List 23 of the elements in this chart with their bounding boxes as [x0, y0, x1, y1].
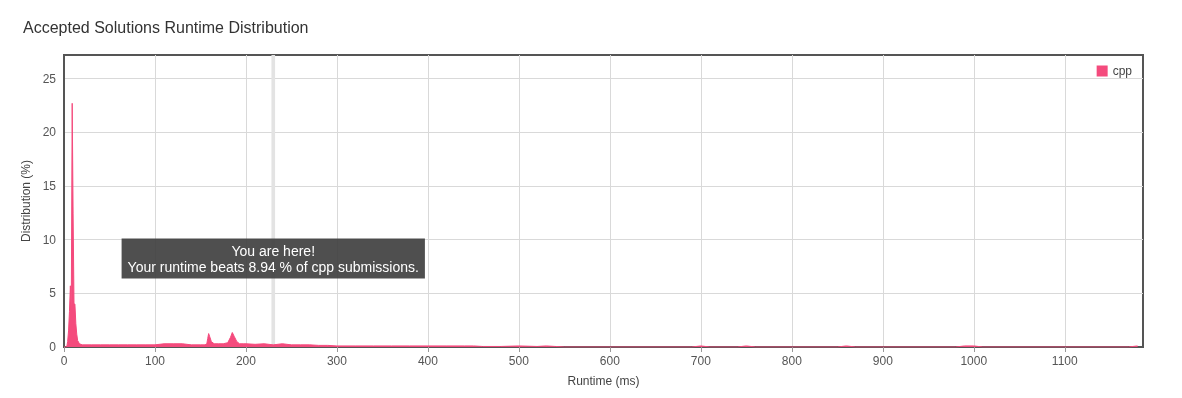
x-tick-label: 900	[872, 354, 894, 368]
x-tick-label: 800	[781, 354, 803, 368]
x-tick-label: 1100	[1051, 354, 1078, 368]
x-tick-label: 300	[326, 354, 348, 368]
x-tick-label: 1000	[960, 354, 988, 368]
x-tick-label: 600	[599, 354, 621, 368]
y-tick-label: 0	[49, 340, 57, 354]
x-tick-label: 700	[690, 354, 712, 368]
y-tick-label: 15	[42, 178, 57, 193]
x-tick-label: 500	[508, 354, 530, 368]
y-tick-label: 10	[42, 232, 57, 247]
chart-title: Accepted Solutions Runtime Distribution	[23, 18, 309, 36]
x-tick-label: 100	[144, 354, 166, 368]
legend-label: cpp	[1112, 64, 1133, 78]
annotation: You are here! Your runtime beats 8.94 % of cpp submissions.	[127, 242, 419, 275]
y-tick-label: 25	[42, 71, 57, 86]
y-tick-label: 20	[42, 125, 57, 140]
x-tick-label: 0	[60, 354, 68, 368]
x-axis-title: Runtime (ms)	[567, 374, 640, 388]
y-axis-title: Distribution (%)	[18, 159, 33, 243]
y-tick-label: 5	[49, 286, 57, 301]
x-tick-label: 200	[235, 354, 257, 368]
x-tick-label: 400	[417, 354, 439, 368]
